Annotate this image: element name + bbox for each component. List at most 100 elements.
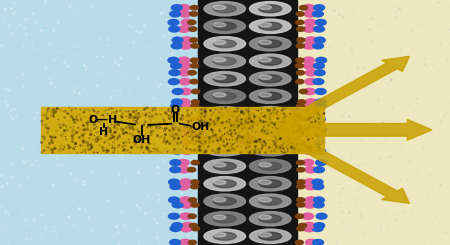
- Point: [169, 115, 176, 119]
- Point: [268, 129, 275, 133]
- Point: [87, 143, 94, 147]
- Point: [130, 134, 137, 137]
- Point: [81, 110, 88, 114]
- Point: [144, 125, 151, 129]
- Point: [231, 131, 239, 135]
- Circle shape: [169, 26, 180, 32]
- Point: [197, 141, 204, 145]
- Point: [320, 111, 328, 115]
- Ellipse shape: [259, 145, 282, 153]
- Circle shape: [312, 226, 323, 232]
- Point: [84, 143, 91, 147]
- Point: [77, 132, 85, 136]
- Point: [221, 144, 229, 148]
- Point: [148, 114, 156, 118]
- Point: [251, 150, 258, 154]
- Circle shape: [170, 226, 181, 232]
- Point: [171, 131, 178, 135]
- Point: [107, 136, 114, 140]
- Point: [211, 133, 218, 137]
- Circle shape: [189, 198, 197, 202]
- Point: [226, 117, 233, 121]
- Point: [320, 110, 328, 114]
- Point: [252, 130, 259, 134]
- Circle shape: [312, 179, 323, 185]
- Point: [311, 119, 319, 123]
- Point: [193, 139, 200, 143]
- Circle shape: [315, 103, 326, 109]
- Circle shape: [316, 213, 327, 219]
- Point: [147, 116, 154, 120]
- Point: [208, 130, 215, 134]
- Point: [244, 115, 251, 119]
- Point: [236, 124, 243, 128]
- Point: [287, 142, 294, 146]
- Point: [43, 116, 50, 120]
- Circle shape: [296, 58, 304, 62]
- Point: [320, 112, 327, 116]
- Point: [140, 135, 147, 139]
- Ellipse shape: [204, 142, 246, 156]
- Point: [284, 127, 291, 131]
- Point: [227, 124, 234, 128]
- Point: [45, 107, 52, 111]
- Point: [319, 127, 326, 131]
- Point: [194, 135, 201, 138]
- Point: [237, 122, 244, 126]
- Point: [266, 116, 273, 120]
- Point: [50, 112, 57, 116]
- Point: [241, 118, 248, 122]
- Ellipse shape: [249, 37, 291, 51]
- Circle shape: [169, 179, 180, 185]
- Point: [175, 136, 182, 140]
- Circle shape: [192, 89, 200, 94]
- Point: [187, 124, 194, 128]
- Point: [162, 139, 169, 143]
- Point: [207, 117, 214, 121]
- Point: [306, 115, 313, 119]
- Circle shape: [313, 202, 324, 208]
- Circle shape: [297, 100, 306, 104]
- Point: [61, 123, 68, 127]
- Point: [238, 121, 245, 125]
- Point: [65, 145, 72, 149]
- Point: [220, 111, 227, 115]
- Point: [183, 121, 190, 125]
- Point: [252, 138, 260, 142]
- Point: [297, 119, 304, 122]
- Point: [223, 119, 230, 123]
- Point: [196, 115, 203, 119]
- Point: [216, 135, 224, 139]
- Point: [52, 145, 59, 149]
- Point: [252, 106, 259, 110]
- Point: [119, 127, 126, 131]
- Circle shape: [178, 99, 190, 105]
- Circle shape: [190, 5, 198, 10]
- Point: [251, 139, 258, 143]
- Point: [139, 108, 146, 111]
- Point: [67, 114, 74, 118]
- Point: [215, 108, 222, 111]
- Circle shape: [180, 43, 192, 49]
- Point: [61, 145, 68, 149]
- Ellipse shape: [259, 75, 282, 83]
- Point: [40, 137, 47, 141]
- Circle shape: [315, 70, 325, 76]
- Point: [214, 150, 221, 154]
- Point: [288, 130, 295, 134]
- Point: [234, 133, 241, 136]
- Circle shape: [314, 139, 325, 145]
- Circle shape: [297, 198, 305, 202]
- Point: [261, 129, 268, 133]
- Point: [68, 134, 75, 137]
- Point: [210, 133, 217, 136]
- Circle shape: [170, 167, 180, 173]
- Point: [207, 128, 215, 132]
- Point: [289, 143, 297, 147]
- Ellipse shape: [259, 110, 271, 114]
- Ellipse shape: [204, 212, 246, 226]
- Point: [190, 135, 197, 139]
- Point: [124, 109, 131, 113]
- Point: [60, 144, 68, 147]
- Point: [119, 126, 126, 130]
